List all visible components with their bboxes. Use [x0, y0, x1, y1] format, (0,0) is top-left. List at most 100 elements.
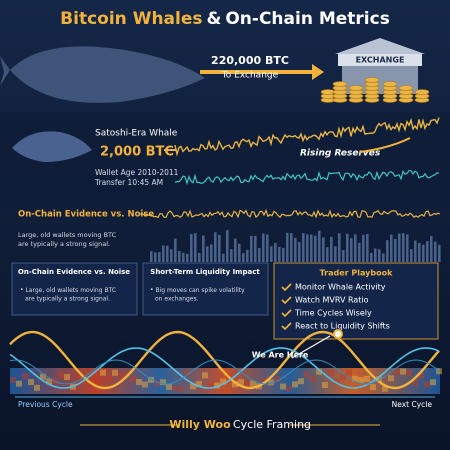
heat-cell [430, 379, 436, 386]
volume-bar [150, 251, 153, 262]
volume-bar [162, 245, 165, 262]
volume-bar [234, 238, 237, 262]
reserves-label: Rising Reserves [300, 149, 381, 159]
volume-bar [238, 243, 241, 262]
heat-cell [10, 376, 16, 383]
volume-bar [250, 235, 253, 262]
volume-bar [202, 235, 205, 262]
heat-cell [112, 369, 118, 376]
volume-bar [170, 249, 173, 262]
volume-bar [190, 233, 193, 262]
cycle-wave [9, 330, 440, 390]
panel [142, 262, 269, 316]
heat-cell [196, 381, 202, 388]
trend-line [174, 117, 440, 157]
panel [11, 262, 138, 316]
panel-line: Large, old wallets moving BTC [25, 287, 116, 294]
panel-title: Short-Term Liquidity Impact [150, 268, 260, 276]
playbook-item: React to Liquidity Shifts [295, 322, 390, 331]
heat-cell [310, 376, 316, 383]
heat-cell [208, 381, 214, 388]
volume-bar [314, 235, 317, 262]
volume-bar [342, 250, 345, 262]
heat-cell [346, 369, 352, 376]
heat-cell [268, 379, 274, 386]
heat-cell [424, 381, 430, 388]
heat-cell [118, 372, 124, 379]
volume-bar [210, 244, 213, 262]
volume-bar [386, 240, 389, 262]
heat-cell [364, 375, 370, 382]
volume-bar [430, 235, 433, 262]
volume-bar [322, 237, 325, 262]
title: Bitcoin Whales & On-Chain Metrics [60, 9, 390, 29]
wallet-age: Wallet Age 2010-2011 [95, 168, 179, 177]
heat-cell [160, 379, 166, 386]
panel-text: are typically a strong signal. [25, 296, 110, 303]
volume-bar [194, 233, 197, 262]
heat-cell [22, 373, 28, 380]
satoshi-label: Satoshi-Era Whale [95, 129, 178, 139]
volume-bar [230, 249, 233, 262]
volume-bar [302, 233, 305, 262]
heat-cell [28, 379, 34, 386]
volume-bar [326, 247, 329, 262]
volume-bar [402, 233, 405, 262]
heat-cell [394, 368, 400, 375]
panel-title: On-Chain Evidence vs. Noise [18, 268, 130, 276]
volume-bar [414, 240, 417, 262]
heat-cell [298, 378, 304, 385]
volume-bar [178, 250, 181, 262]
heat-cell [130, 375, 136, 382]
panel-text: on exchanges. [155, 296, 199, 303]
volume-bar [390, 234, 393, 262]
cycle-wave [9, 359, 440, 385]
volume-bar [350, 238, 353, 262]
title-highlight: Bitcoin Whales [60, 9, 202, 29]
playbook-item: Time Cycles Wisely [294, 309, 372, 318]
volume-bar [434, 241, 437, 262]
satoshi-amount: 2,000 BTC [100, 145, 174, 160]
exchange-roof [335, 38, 425, 54]
heat-cell [322, 382, 328, 389]
volume-bar [182, 252, 185, 262]
heat-cell [388, 375, 394, 382]
heat-cell [16, 380, 22, 387]
heat-cell [406, 370, 412, 377]
volume-bar [166, 245, 169, 262]
heat-cell [250, 380, 256, 387]
volume-bar [274, 242, 277, 262]
heat-cell [334, 379, 340, 386]
volume-bar [278, 246, 281, 262]
panel-line: Big moves can spike volatility [155, 287, 245, 294]
heat-cell [292, 381, 298, 388]
volume-bar [154, 252, 157, 262]
check-icon [281, 309, 292, 318]
volume-bar [246, 249, 249, 262]
heat-cell [76, 375, 82, 382]
heat-cell [340, 373, 346, 380]
heat-cell [148, 376, 154, 383]
coin [414, 89, 430, 95]
heat-cell [154, 380, 160, 387]
previous-cycle: Previous Cycle [18, 400, 73, 409]
small-whale [12, 131, 92, 162]
heat-cell [352, 375, 358, 382]
volume-bar [226, 230, 229, 262]
volume-bar [306, 234, 309, 262]
volume-bar [382, 253, 385, 262]
trend-line [140, 209, 441, 219]
heat-cell [274, 375, 280, 382]
reserves-arrow [359, 137, 411, 153]
volume-bar [418, 242, 421, 262]
playbook-item: Monitor Whale Activity [295, 283, 386, 292]
volume-bar [358, 242, 361, 262]
heat-cell [166, 384, 172, 391]
volume-bar [338, 233, 341, 262]
heat-cell [358, 377, 364, 384]
marker-dot [333, 329, 343, 339]
volume-bar [222, 253, 225, 262]
heat-cell [100, 369, 106, 376]
